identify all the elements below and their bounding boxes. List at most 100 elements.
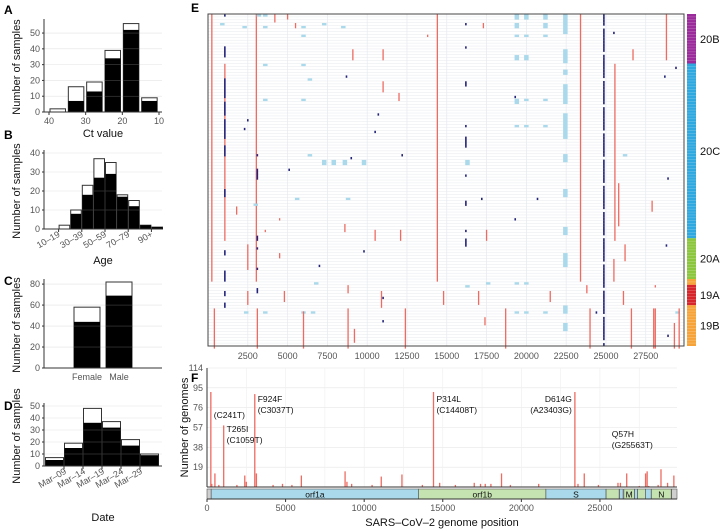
mutation-mark: [524, 98, 529, 102]
mutation-mark: [224, 290, 226, 297]
mutation-count-bar: [619, 482, 622, 487]
mutation-mark: [603, 75, 605, 79]
mutation-mark: [603, 305, 605, 309]
mutation-mark: [603, 302, 605, 306]
mutation-mark: [382, 81, 384, 93]
mutation-mark: [603, 54, 605, 58]
mutation-mark: [524, 282, 529, 285]
mutation-mark: [514, 124, 520, 128]
mutation-mark: [563, 226, 568, 236]
x-tick-label: 10000: [355, 351, 380, 361]
mutation-mark: [595, 311, 598, 314]
mutation-mark: [514, 23, 520, 29]
mutation-mark: [543, 98, 548, 102]
bar-filled: [121, 445, 140, 466]
mutation-mark: [256, 154, 259, 157]
mutation-count-bar: [638, 485, 640, 487]
mutation-mark: [465, 159, 470, 166]
mutation-mark: [283, 290, 286, 303]
mutation-mark: [563, 253, 568, 268]
y-tick-label: 0: [35, 461, 40, 471]
mutation-mark: [603, 296, 605, 300]
mutation-mark: [256, 288, 259, 294]
mutation-mark: [603, 238, 605, 242]
panel-label-a: A: [4, 3, 13, 17]
mutation-mark: [484, 317, 486, 326]
mutation-annotation: (A23403G): [530, 405, 572, 415]
mutation-mark: [243, 311, 249, 314]
bar-filled: [123, 29, 139, 112]
bar-filled: [74, 321, 100, 368]
mutation-mark: [224, 145, 226, 157]
mutation-count-bar: [439, 482, 441, 487]
mutation-mark: [603, 293, 605, 297]
mutation-mark: [263, 63, 268, 67]
mutation-mark: [675, 66, 677, 70]
mutation-annotation: (C1059T): [227, 435, 263, 445]
mutation-mark: [603, 322, 605, 326]
mutation-mark: [427, 34, 429, 37]
mutation-mark: [342, 159, 348, 166]
y-axis-label: Number of samples: [11, 19, 23, 115]
mutation-mark: [603, 328, 605, 332]
mutation-mark: [667, 334, 669, 337]
mutation-mark: [224, 78, 226, 99]
x-tick-label: 30–39: [58, 229, 85, 250]
y-tick-label: 30: [30, 167, 40, 177]
clade-label: 20C: [700, 146, 720, 158]
mutation-mark: [436, 14, 438, 282]
mutation-mark: [563, 323, 568, 332]
mutation-count-bar: [597, 484, 600, 487]
mutation-count-bar: [272, 484, 274, 487]
mutation-mark: [514, 14, 520, 20]
mutation-mark: [603, 284, 605, 288]
mutation-mark: [274, 14, 276, 23]
mutation-mark: [603, 206, 605, 210]
x-tick-label: 0: [204, 503, 209, 513]
mutation-mark: [213, 308, 216, 349]
mutation-annotation: F924F: [258, 394, 283, 404]
mutation-mark: [603, 19, 605, 23]
mutation-mark: [667, 177, 669, 180]
mutation-mark: [603, 290, 605, 294]
mutation-mark: [256, 168, 259, 180]
mutation-count-bar: [210, 392, 212, 487]
mutation-mark: [524, 311, 529, 314]
mutation-count-bar: [626, 473, 628, 487]
mutation-mark: [603, 188, 605, 192]
mutation-mark: [374, 130, 376, 134]
x-tick-label: 12500: [394, 351, 419, 361]
mutation-mark: [603, 241, 605, 245]
mutation-mark: [313, 282, 319, 285]
mutation-mark: [603, 220, 605, 224]
mutation-mark: [603, 72, 605, 76]
mutation-mark: [675, 311, 680, 314]
y-tick-label: 10: [30, 91, 40, 101]
mutation-mark: [321, 23, 327, 26]
y-tick-label: 20: [30, 437, 40, 447]
clade-bar-19B: [687, 305, 696, 346]
panel-label-b: B: [4, 128, 13, 142]
mutation-mark: [288, 168, 290, 171]
mutation-mark: [465, 229, 467, 233]
y-tick-label: 20: [30, 75, 40, 85]
mutation-mark: [307, 78, 313, 81]
y-tick-label: 57: [193, 423, 203, 433]
y-tick-label: 10: [30, 205, 40, 215]
bar-filled: [45, 460, 64, 466]
mutation-mark: [477, 290, 480, 305]
mutation-mark: [514, 55, 520, 61]
clade-bar-19A: [687, 284, 696, 306]
mutation-mark: [603, 249, 605, 253]
mutation-mark: [603, 267, 605, 271]
mutation-mark: [321, 159, 327, 166]
mutation-mark: [255, 14, 257, 282]
mutation-mark: [603, 168, 605, 172]
mutation-mark: [543, 124, 548, 128]
mutation-mark: [603, 276, 605, 280]
x-tick-label: 10: [154, 116, 164, 126]
clade-bar-20B: [687, 14, 696, 64]
mutation-mark: [482, 23, 485, 29]
mutation-count-bar: [245, 481, 247, 487]
bar-filled: [105, 58, 121, 112]
